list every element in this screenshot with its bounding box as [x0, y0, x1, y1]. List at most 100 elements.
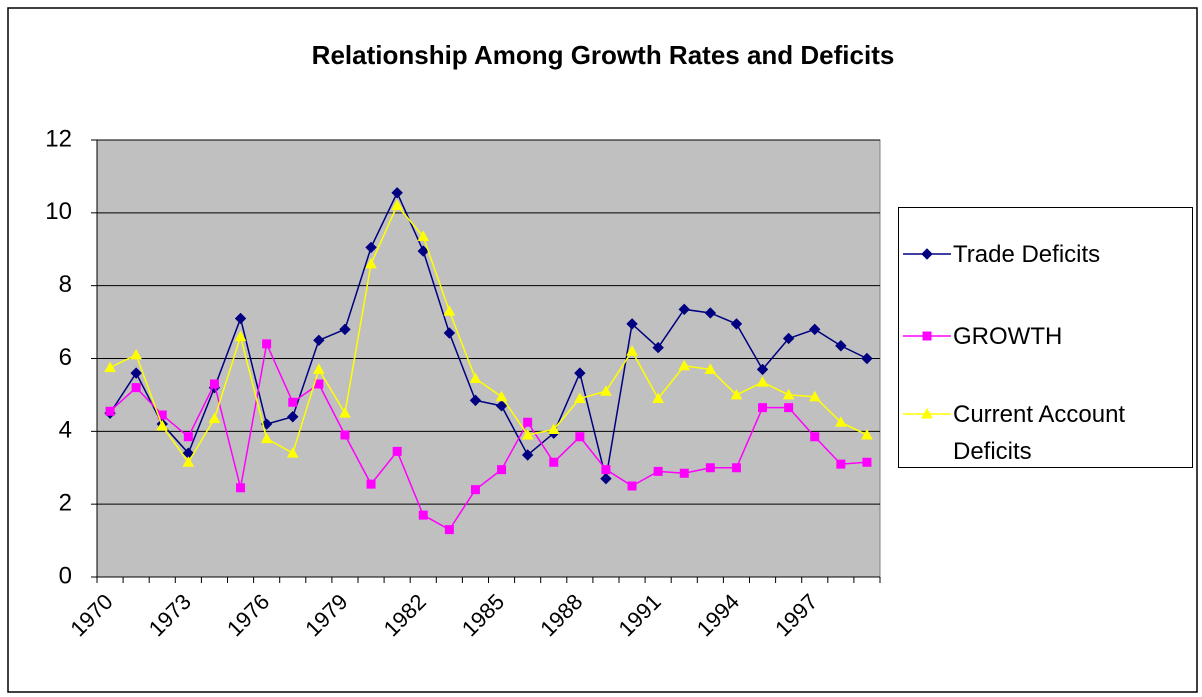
legend-swatch — [903, 248, 951, 260]
marker — [704, 307, 717, 319]
marker — [236, 483, 246, 493]
marker — [601, 465, 611, 475]
marker — [208, 412, 221, 424]
marker — [131, 383, 141, 393]
marker — [443, 327, 456, 339]
marker — [626, 318, 638, 330]
marker — [705, 463, 715, 473]
marker — [286, 447, 299, 458]
marker — [652, 341, 664, 354]
legend-swatch — [903, 331, 951, 341]
marker — [521, 449, 534, 461]
marker — [678, 303, 690, 316]
marker — [653, 466, 663, 476]
marker — [627, 481, 637, 491]
y-tick-label: 0 — [59, 562, 72, 589]
marker — [679, 468, 689, 478]
legend-item: GROWTH — [899, 318, 1193, 355]
marker — [862, 457, 872, 467]
marker — [262, 339, 272, 349]
marker — [105, 406, 115, 416]
marker — [443, 305, 456, 316]
marker — [523, 417, 533, 427]
marker — [495, 390, 508, 402]
marker — [366, 479, 376, 489]
series-line — [109, 191, 868, 479]
marker — [497, 465, 507, 475]
marker — [339, 323, 351, 336]
marker — [549, 457, 559, 467]
marker — [417, 230, 430, 242]
marker — [758, 403, 768, 413]
marker — [130, 367, 142, 379]
marker — [260, 432, 273, 444]
marker — [470, 485, 480, 495]
marker — [756, 363, 769, 376]
series-line — [109, 204, 868, 464]
marker — [808, 390, 821, 402]
marker — [418, 510, 428, 520]
marker — [730, 388, 743, 400]
marker — [417, 245, 429, 257]
marker — [678, 359, 691, 371]
legend-label: Trade Deficits — [953, 241, 1101, 268]
legend-marker — [921, 248, 933, 260]
marker — [809, 323, 821, 336]
marker — [626, 345, 638, 356]
marker — [469, 394, 482, 407]
marker — [574, 392, 586, 404]
marker — [730, 318, 743, 330]
marker — [784, 403, 794, 413]
marker — [756, 376, 769, 387]
legend-swatch — [903, 407, 951, 419]
marker — [835, 340, 847, 352]
marker — [782, 388, 795, 400]
marker — [469, 372, 482, 384]
marker — [288, 397, 298, 407]
marker — [313, 363, 325, 374]
marker — [234, 330, 247, 342]
marker — [104, 361, 116, 373]
marker — [600, 385, 612, 396]
marker — [810, 432, 820, 442]
y-tick-label: 10 — [45, 198, 72, 225]
y-tick-label: 4 — [59, 417, 72, 444]
marker — [365, 241, 377, 254]
y-tick-label: 2 — [59, 490, 72, 517]
marker — [704, 363, 717, 374]
legend-item: Trade Deficits — [899, 236, 1193, 273]
marker — [209, 379, 219, 389]
series-line — [109, 341, 868, 531]
legend-item: Current Account Deficits — [899, 396, 1193, 470]
y-tick-label: 6 — [59, 344, 72, 371]
marker — [365, 257, 377, 269]
marker — [861, 428, 873, 440]
marker — [652, 392, 664, 404]
marker — [521, 428, 534, 440]
marker — [156, 419, 169, 431]
marker — [600, 472, 612, 485]
axes — [96, 140, 881, 583]
legend-marker — [922, 331, 932, 341]
marker — [313, 334, 325, 346]
legend: Trade Deficits GROWTH Current Account Defi… — [898, 207, 1193, 468]
marker — [836, 459, 846, 469]
y-tick-label: 12 — [45, 125, 72, 152]
marker — [391, 187, 403, 199]
marker — [130, 348, 142, 360]
marker — [287, 411, 299, 423]
marker — [340, 430, 350, 440]
marker — [731, 463, 741, 473]
marker — [392, 446, 402, 456]
marker — [495, 400, 508, 412]
marker — [574, 367, 586, 379]
legend-label: GROWTH — [953, 323, 1063, 350]
marker — [234, 312, 247, 325]
marker — [182, 456, 195, 467]
marker — [444, 525, 454, 535]
marker — [183, 432, 193, 442]
legend-marker — [921, 407, 933, 419]
y-tick-label: 8 — [59, 271, 72, 298]
marker — [314, 379, 324, 389]
